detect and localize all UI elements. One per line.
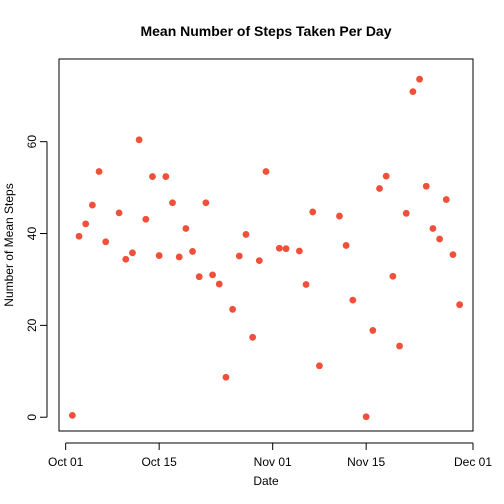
data-point — [96, 168, 103, 175]
data-point — [142, 216, 149, 223]
data-point — [376, 185, 383, 192]
x-axis-label: Date — [253, 474, 279, 488]
data-point — [389, 273, 396, 280]
data-point — [116, 209, 123, 216]
data-point — [296, 248, 303, 255]
data-point — [182, 225, 189, 232]
data-point — [129, 249, 136, 256]
x-axis: Oct 01 Oct 15 Nov 01 Nov 15 Dec 01 — [48, 443, 492, 469]
data-point — [156, 252, 163, 259]
data-point — [410, 88, 417, 95]
data-point — [456, 301, 463, 308]
data-point — [249, 334, 256, 341]
x-tick-label: Dec 01 — [454, 455, 492, 469]
y-tick-label: 0 — [25, 414, 39, 421]
data-point — [303, 281, 310, 288]
y-tick-label: 40 — [25, 227, 39, 241]
data-point — [189, 248, 196, 255]
data-point — [149, 173, 156, 180]
data-point — [89, 202, 96, 209]
data-point — [136, 136, 143, 143]
data-point — [236, 253, 243, 260]
y-axis: 0 20 40 60 — [25, 135, 47, 421]
data-point — [216, 281, 223, 288]
data-point — [229, 306, 236, 313]
data-point — [383, 173, 390, 180]
data-point — [196, 273, 203, 280]
data-point — [122, 256, 129, 263]
data-points — [69, 76, 463, 420]
data-point — [316, 362, 323, 369]
data-point — [403, 210, 410, 217]
data-point — [69, 412, 76, 419]
data-point — [363, 413, 370, 420]
x-tick-label: Oct 15 — [141, 455, 177, 469]
plot-frame — [59, 59, 473, 431]
data-point — [276, 245, 283, 252]
data-point — [82, 220, 89, 227]
data-point — [443, 196, 450, 203]
chart-title: Mean Number of Steps Taken Per Day — [140, 23, 391, 39]
data-point — [336, 213, 343, 220]
y-tick-label: 60 — [25, 135, 39, 149]
data-point — [430, 225, 437, 232]
data-point — [416, 76, 423, 83]
data-point — [343, 242, 350, 249]
data-point — [436, 236, 443, 243]
x-tick-label: Oct 01 — [48, 455, 84, 469]
data-point — [243, 231, 250, 238]
data-point — [76, 233, 83, 240]
x-tick-label: Nov 15 — [347, 455, 385, 469]
y-axis-label: Number of Mean Steps — [2, 183, 16, 306]
data-point — [162, 173, 169, 180]
data-point — [169, 199, 176, 206]
data-point — [396, 343, 403, 350]
data-point — [283, 245, 290, 252]
y-tick-label: 20 — [25, 318, 39, 332]
data-point — [176, 254, 183, 261]
data-point — [369, 327, 376, 334]
data-point — [203, 199, 210, 206]
data-point — [263, 168, 270, 175]
data-point — [349, 297, 356, 304]
data-point — [256, 257, 263, 264]
x-tick-label: Nov 01 — [254, 455, 292, 469]
data-point — [450, 251, 457, 258]
data-point — [102, 238, 109, 245]
data-point — [223, 374, 230, 381]
data-point — [423, 183, 430, 190]
data-point — [309, 209, 316, 216]
data-point — [209, 271, 216, 278]
